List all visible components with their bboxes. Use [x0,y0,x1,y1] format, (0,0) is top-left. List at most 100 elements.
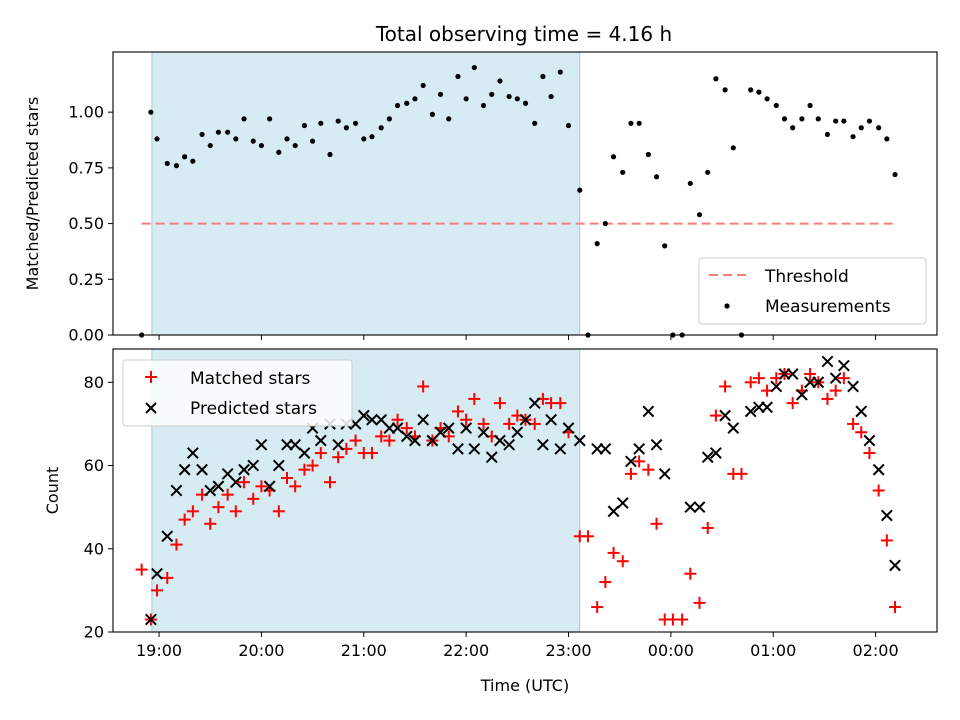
measurement-point [241,116,247,122]
legend-measurements-label: Measurements [765,297,891,317]
predicted-star-point [545,413,558,426]
predicted-star-point [460,422,473,434]
measurement-point [876,125,882,131]
predicted-star-point [204,484,217,497]
measurement-point [653,174,660,180]
matched-star-point [289,480,302,493]
predicted-star-point [889,559,901,572]
bottom-axes-frame [112,348,938,633]
predicted-star-point [255,438,268,451]
predicted-star-point [212,480,225,493]
measurement-point [164,160,170,167]
predicted-star-point [151,567,163,580]
measurement-point [318,120,324,126]
measurement-point [292,142,298,149]
observing-span-shade [151,51,581,336]
matched-star-point [460,413,473,426]
matched-star-point [624,467,637,480]
matched-star-point [451,405,464,418]
predicted-star-point [693,501,706,514]
measurement-point [207,142,213,149]
predicted-star-point [562,422,575,434]
measurement-point [696,212,703,218]
matched-star-point [752,372,765,385]
measurement-point [463,96,469,102]
measurement-point [662,243,668,249]
predicted-star-point [837,359,850,372]
predicted-star-point [863,434,876,447]
y-tick-label: 40 [84,539,104,558]
predicted-star-point [795,388,808,401]
predicted-star-point [186,447,199,459]
predicted-star-point [468,442,481,455]
predicted-star-point [494,434,506,447]
predicted-star-point [366,413,378,426]
measurement-point [480,102,487,109]
measurement-point [540,73,546,80]
measurement-point [858,125,864,131]
measurement-point [301,122,308,129]
matched-star-point [503,417,516,430]
measurement-point [497,78,503,84]
measurement-point [722,87,728,93]
top-legend: Threshold Measurements [698,257,927,325]
predicted-star-point [485,451,498,464]
measurement-point [799,116,805,122]
matched-star-point [151,584,164,597]
predicted-star-point [289,438,302,451]
legend-threshold-label: Threshold [764,267,849,287]
measurement-point [557,69,563,75]
measurement-point [233,136,239,142]
measurement-point [506,93,512,100]
matched-star-point [400,422,413,435]
y-tick-label: 0.50 [68,214,104,233]
matched-star-point [735,467,748,480]
top-axes-frame [112,51,938,336]
predicted-star-point [452,442,464,455]
y-tick-label: 1.00 [68,103,104,122]
predicted-star-point [409,434,421,447]
matched-star-point [477,417,490,430]
predicted-star-point [391,422,404,434]
measurement-point [705,169,711,175]
measurement-point [884,136,890,142]
legend-matched-label: Matched stars [190,369,310,389]
measurement-point [190,158,196,164]
measurement-point [636,120,642,126]
measurement-point [446,116,452,122]
measurement-point [225,129,231,135]
matched-star-point [581,530,594,543]
matched-star-point [375,430,388,443]
matched-star-point [693,596,706,609]
measurement-point [412,96,418,102]
matched-star-point [135,563,148,576]
predicted-star-point [247,459,260,472]
predicted-star-point [573,434,586,447]
measurement-point [361,136,367,142]
predicted-star-point [161,530,174,543]
matched-star-point [493,397,506,410]
matched-star-point [272,505,285,518]
predicted-star-point [442,422,455,434]
matched-star-point [633,455,646,468]
matched-star-point [599,576,612,589]
measurement-point [154,136,160,142]
matched-star-point [383,434,396,447]
predicted-star-point [170,484,183,497]
predicted-star-point [633,442,646,455]
measurement-point [790,125,796,131]
matched-star-point [829,384,842,397]
bottom-y-axis-label: Count [43,467,62,515]
top-y-axis-label: Matched/Predicted stars [23,97,42,291]
matched-star-point [821,392,834,405]
predicted-star-point [829,372,842,385]
predicted-star-point [511,426,524,439]
measurement-point [404,100,410,106]
measurement-point [687,180,693,187]
predicted-star-point [761,401,773,414]
measurement-point [455,73,461,80]
matched-star-point [554,397,567,410]
top-x-ticks [158,335,877,340]
measurement-point [850,134,856,140]
measurement-point [386,116,392,122]
